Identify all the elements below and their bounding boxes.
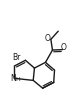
Text: N: N (10, 74, 16, 83)
Text: H: H (16, 77, 20, 82)
Text: Br: Br (13, 52, 21, 62)
Text: O: O (61, 43, 67, 52)
Text: O: O (45, 34, 51, 43)
